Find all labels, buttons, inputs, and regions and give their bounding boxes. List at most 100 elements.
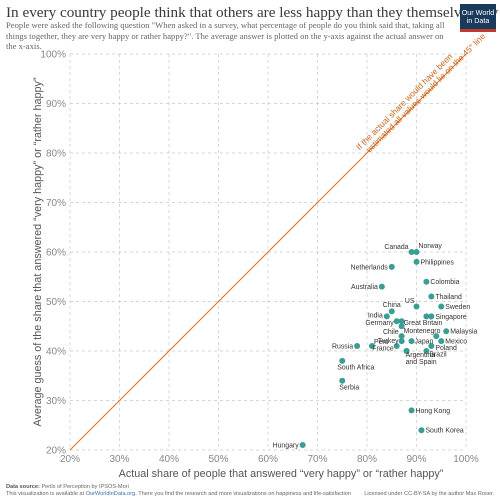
point-label: Singapore (435, 314, 467, 321)
y-tick-label: 40% (46, 347, 66, 358)
y-tick-label: 30% (46, 396, 66, 407)
point-label-and-spain: and Spain (406, 359, 437, 366)
license-prefix: Licensed under (364, 491, 405, 497)
point-label: Sweden (445, 304, 470, 311)
data-point-mexico (438, 338, 445, 345)
data-point-south-africa (339, 357, 346, 364)
point-label: Colombia (430, 279, 459, 286)
point-label: Mexico (445, 339, 467, 346)
point-label: Russia (332, 344, 353, 351)
reference-line-note-1: If the actual share would have been (354, 51, 455, 152)
data-point-germany (393, 318, 400, 325)
data-point-singapore (428, 313, 435, 320)
point-label: Turkey (378, 338, 399, 345)
source-text: Perils of Perception by IPSOS-Mori (41, 484, 129, 490)
point-labels: Canada Norway Philippines Netherlands Austra… (273, 243, 478, 450)
grid-lines (69, 53, 467, 451)
point-label: South Korea (425, 428, 463, 435)
data-point-chile (398, 333, 405, 340)
point-label: France (372, 346, 394, 353)
footer-note: This visualization is available at OurWo… (6, 491, 351, 497)
note-prefix: This visualization is available at (6, 491, 86, 497)
data-point (423, 313, 430, 320)
data-point-sweden (438, 303, 445, 310)
y-tick-label: 50% (46, 297, 66, 308)
data-point-netherlands (388, 263, 395, 270)
data-point-thailand (428, 293, 435, 300)
data-point-malaysia (443, 328, 450, 335)
x-tick-label: 20% (60, 454, 80, 465)
point-label: Australia (351, 284, 378, 291)
point-label: Philippines (421, 259, 455, 266)
data-point (433, 333, 440, 340)
point-label: Poland (435, 345, 457, 352)
data-point-us (413, 303, 420, 310)
data-point-montenegro (398, 323, 405, 330)
owid-logo[interactable]: Our World in Data (460, 4, 496, 32)
point-label: Canada (384, 244, 408, 251)
x-tick-label: 100% (453, 454, 479, 465)
data-point-australia (378, 283, 385, 290)
point-label: India (368, 312, 383, 319)
point-label: Serbia (339, 385, 359, 392)
x-tick-label: 90% (406, 454, 426, 465)
data-point-south-korea (418, 427, 425, 434)
y-tick-label: 100% (40, 50, 66, 61)
data-point-russia (354, 343, 361, 350)
license-link[interactable]: CC-BY-SA (404, 491, 430, 497)
data-point-india (383, 313, 390, 320)
point-label: Malaysia (450, 329, 477, 336)
x-tick-label: 30% (109, 454, 129, 465)
footer-license: Licensed under CC-BY-SA by the author Ma… (364, 491, 494, 497)
chart-subtitle: People were asked the following question… (6, 20, 445, 52)
license-suffix: by the author Max Roser. (429, 491, 494, 497)
data-point-peru (368, 343, 375, 350)
point-label: Netherlands (351, 264, 389, 271)
point-label: US (405, 298, 415, 305)
point-label: South Africa (337, 364, 374, 371)
data-point-spain (403, 348, 410, 354)
chart-title: In every country people think that other… (6, 4, 499, 21)
x-axis-label: Actual share of people that answered “ve… (119, 468, 444, 480)
point-label: Chile (383, 329, 399, 336)
data-point-philippines (413, 258, 420, 265)
data-points (299, 249, 450, 449)
data-point-great-britain (398, 318, 405, 325)
footer-source: Data source: Perils of Perception by IPS… (6, 484, 129, 490)
point-label: Great Britain (404, 320, 443, 327)
data-point-france (393, 343, 400, 350)
x-tick-label: 60% (258, 454, 278, 465)
y-tick-label: 80% (46, 149, 66, 160)
point-label: Argentina (406, 352, 436, 359)
point-label: Japan (415, 339, 434, 346)
x-tick-label: 80% (357, 454, 377, 465)
point-label: Hungary (273, 443, 300, 450)
y-tick-label: 20% (46, 446, 66, 457)
point-label: Brazil (429, 352, 447, 359)
tick-labels: 20%20% 30% 30% 40% 40% 50% 50% 60% 60% 70% 70% 80% 8… (40, 50, 478, 466)
point-label: Norway (419, 243, 443, 250)
point-label: Germany (365, 320, 394, 327)
data-point-hong-kong (408, 407, 415, 414)
x-tick-label: 50% (208, 454, 228, 465)
y-axis-label: Average guess of the share that answered… (32, 77, 44, 426)
y-tick-label: 90% (46, 99, 66, 110)
owid-link[interactable]: OurWorldinData.org (85, 491, 136, 497)
data-point-hungary (299, 442, 306, 449)
point-label: Hong Kong (416, 408, 451, 415)
data-point-china (388, 308, 395, 315)
source-label: Data source: (6, 484, 40, 490)
reference-line-note-2: estimated all values would lie on the 45… (364, 31, 488, 155)
data-point-poland (428, 343, 435, 350)
data-point-japan (408, 338, 415, 345)
point-label: Montenegro (404, 328, 441, 335)
reference-line-layer: If the actual share would have beenestim… (69, 31, 488, 451)
point-label: Peru (374, 339, 389, 346)
data-point-brazil (423, 348, 430, 354)
reference-line-45deg (69, 53, 467, 451)
point-label: Thailand (435, 294, 462, 301)
data-point-turkey (398, 338, 405, 345)
logo-line-2: in Data (466, 16, 490, 25)
note-suffix: . There you find the research and more v… (135, 491, 351, 497)
